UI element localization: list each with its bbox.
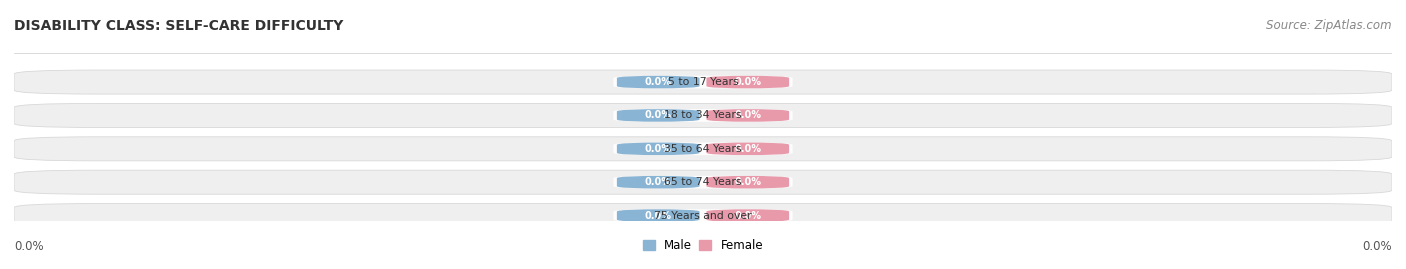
FancyBboxPatch shape (14, 204, 1392, 228)
Legend: Male, Female: Male, Female (641, 237, 765, 254)
Text: 0.0%: 0.0% (14, 240, 44, 253)
Text: 65 to 74 Years: 65 to 74 Years (664, 177, 742, 187)
FancyBboxPatch shape (14, 104, 1392, 128)
FancyBboxPatch shape (706, 143, 789, 155)
Text: 0.0%: 0.0% (734, 111, 761, 121)
FancyBboxPatch shape (706, 109, 789, 122)
FancyBboxPatch shape (14, 137, 1392, 161)
Text: 0.0%: 0.0% (734, 77, 761, 87)
Text: 0.0%: 0.0% (734, 144, 761, 154)
FancyBboxPatch shape (613, 209, 793, 222)
Text: 0.0%: 0.0% (645, 77, 672, 87)
FancyBboxPatch shape (617, 109, 700, 122)
FancyBboxPatch shape (617, 143, 700, 155)
FancyBboxPatch shape (617, 209, 700, 222)
FancyBboxPatch shape (613, 176, 793, 189)
Text: 75 Years and over: 75 Years and over (654, 211, 752, 221)
Text: 0.0%: 0.0% (734, 211, 761, 221)
Text: 0.0%: 0.0% (645, 111, 672, 121)
Text: 0.0%: 0.0% (734, 177, 761, 187)
Text: 0.0%: 0.0% (645, 211, 672, 221)
FancyBboxPatch shape (706, 76, 789, 89)
FancyBboxPatch shape (14, 70, 1392, 94)
Text: 18 to 34 Years: 18 to 34 Years (664, 111, 742, 121)
Text: 35 to 64 Years: 35 to 64 Years (664, 144, 742, 154)
Text: 0.0%: 0.0% (645, 177, 672, 187)
FancyBboxPatch shape (706, 176, 789, 189)
Text: 0.0%: 0.0% (1362, 240, 1392, 253)
FancyBboxPatch shape (617, 176, 700, 189)
FancyBboxPatch shape (613, 143, 793, 155)
FancyBboxPatch shape (613, 76, 793, 89)
Text: DISABILITY CLASS: SELF-CARE DIFFICULTY: DISABILITY CLASS: SELF-CARE DIFFICULTY (14, 19, 343, 33)
Text: Source: ZipAtlas.com: Source: ZipAtlas.com (1267, 19, 1392, 32)
FancyBboxPatch shape (613, 109, 793, 122)
FancyBboxPatch shape (706, 209, 789, 222)
FancyBboxPatch shape (14, 170, 1392, 194)
Text: 0.0%: 0.0% (645, 144, 672, 154)
FancyBboxPatch shape (617, 76, 700, 89)
Text: 5 to 17 Years: 5 to 17 Years (668, 77, 738, 87)
